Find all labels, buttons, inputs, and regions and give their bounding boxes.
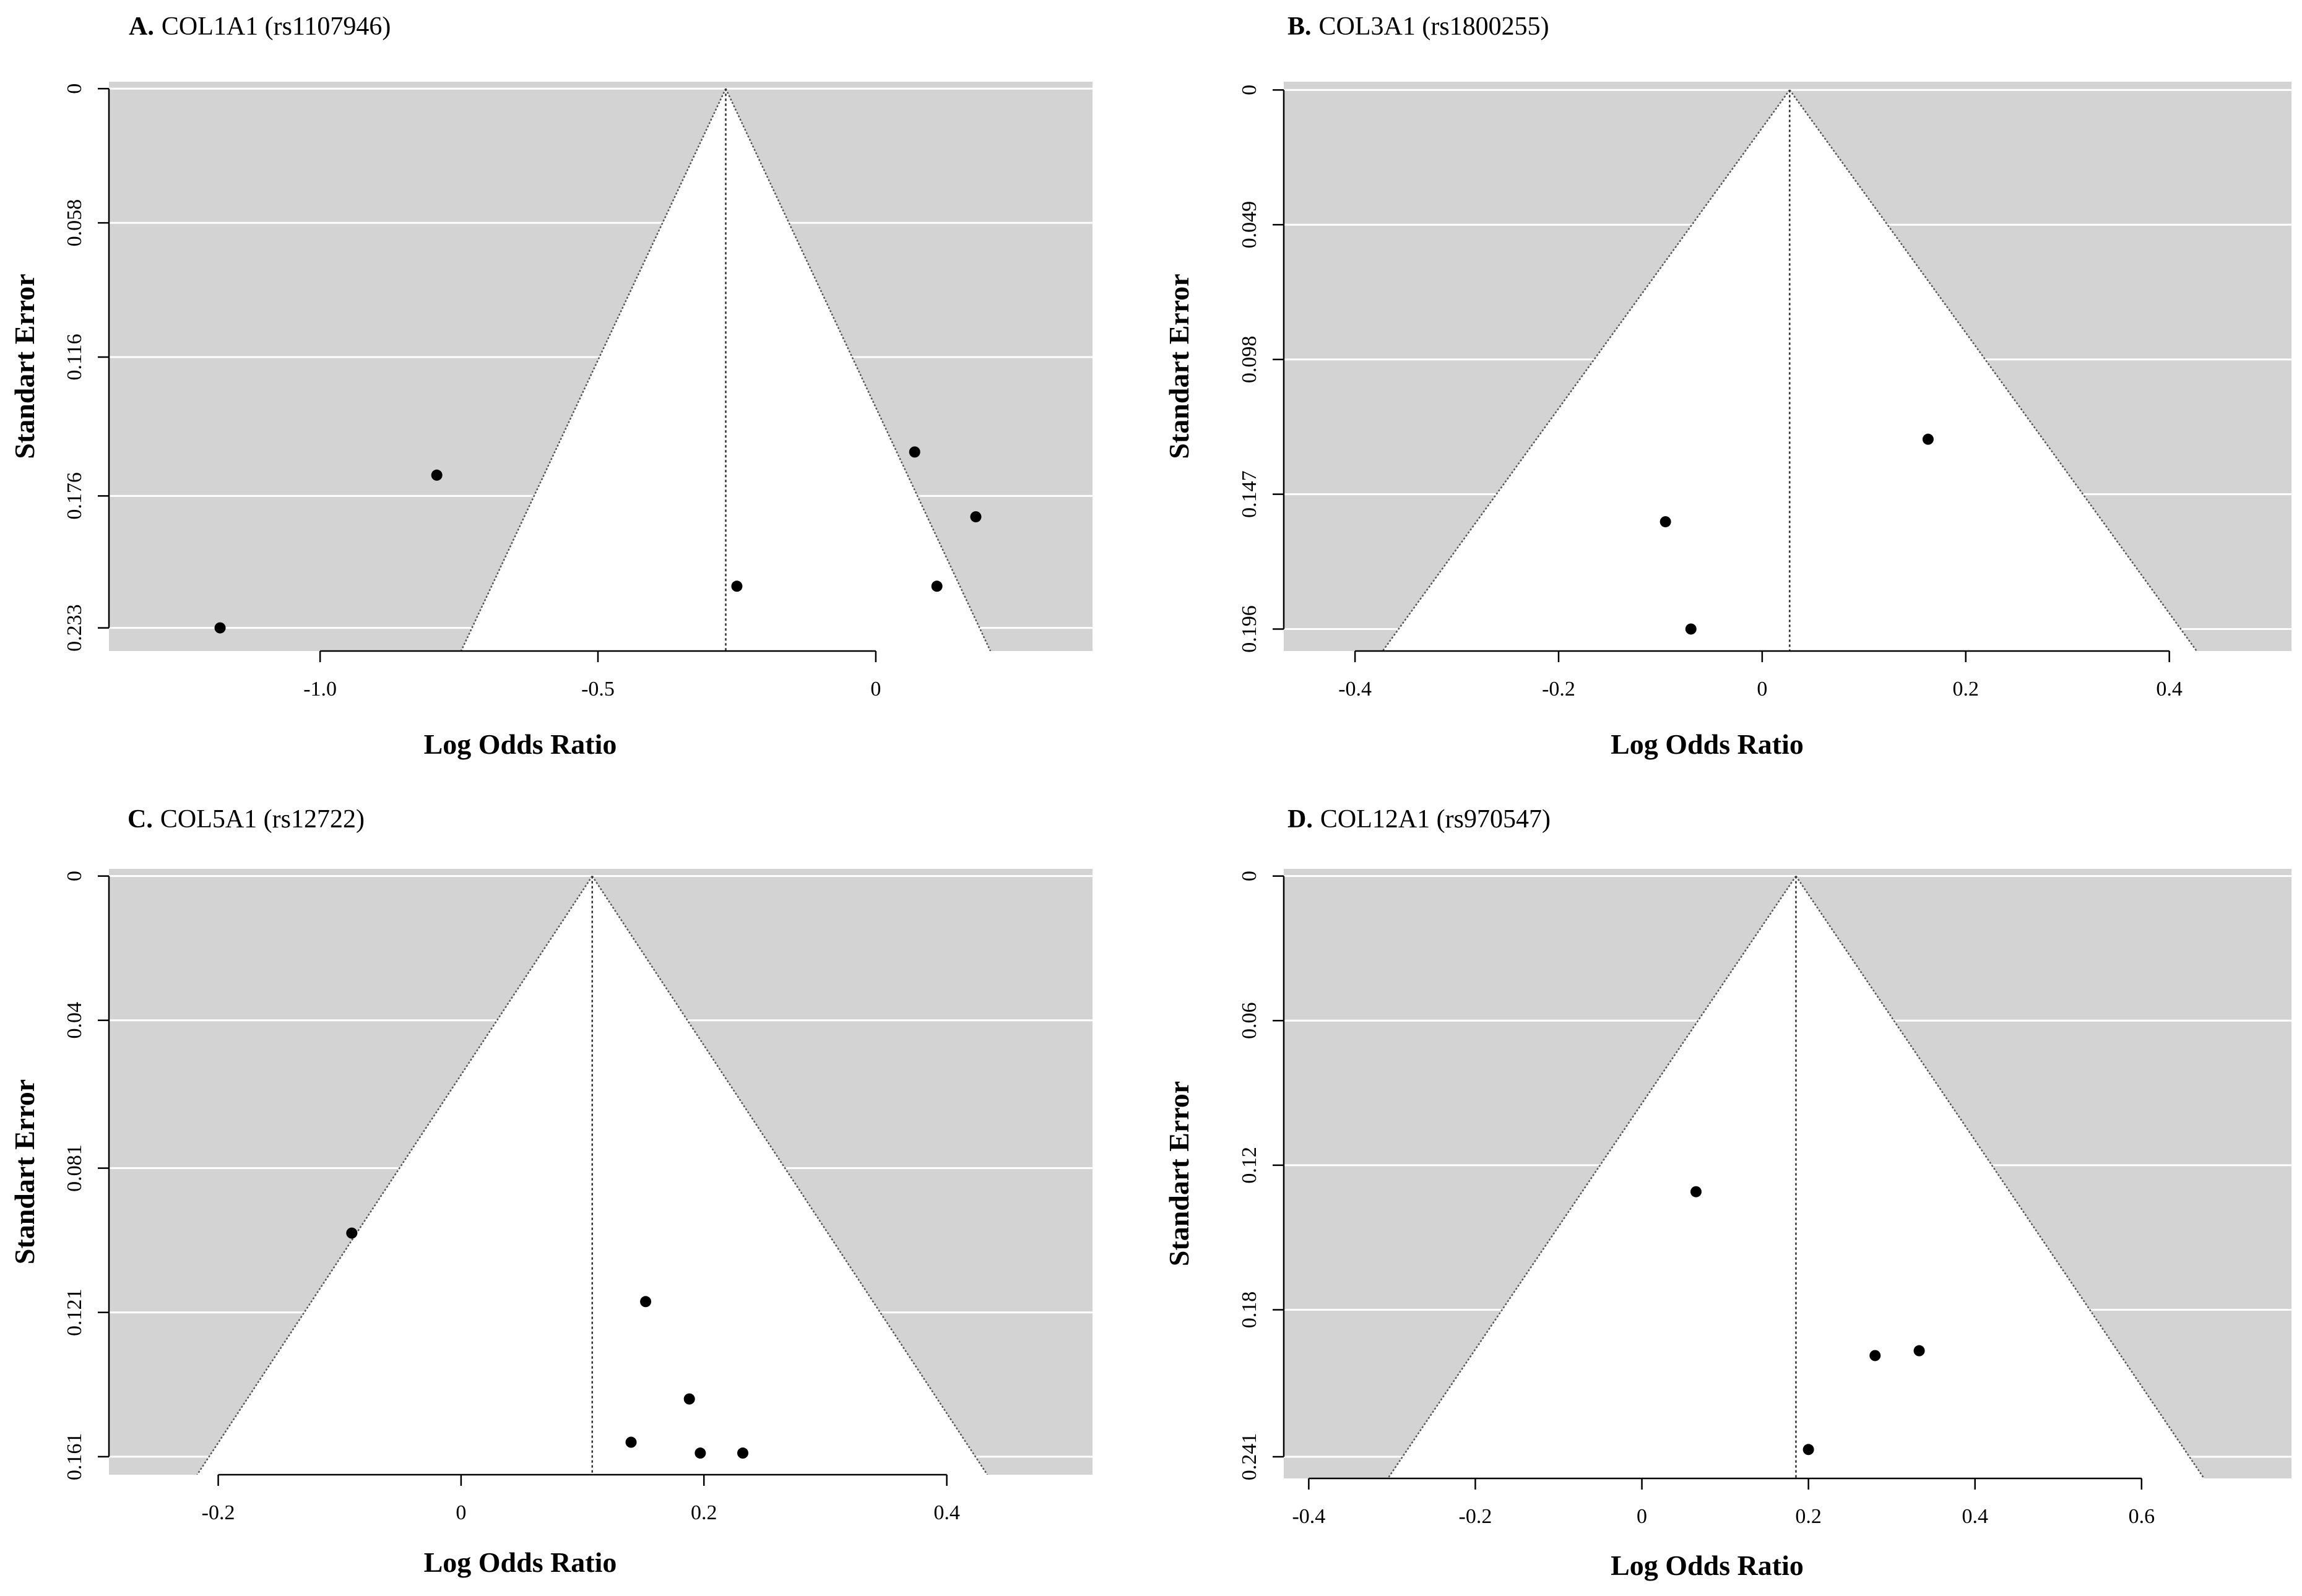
y-tick-label: 0 (1238, 85, 1261, 95)
panel-title: A. COL1A1 (rs1107946) (129, 12, 391, 41)
funnel-panel-a: 0 0.058 0.116 0.176 0.233 -1.0 -0.5 0 A. COL1A1 (… (9, 12, 1093, 760)
study-point (431, 469, 443, 481)
y-tick-label: 0.049 (1238, 201, 1261, 249)
x-tick-label: -0.4 (1338, 678, 1372, 701)
funnel-left-edge (196, 875, 593, 1475)
x-axis-title: Log Odds Ratio (424, 1546, 617, 1578)
y-tick-label: 0.121 (63, 1289, 86, 1337)
y-tick-label: 0.06 (1238, 1003, 1261, 1040)
x-tick-label: 0 (456, 1501, 466, 1524)
study-point (1685, 623, 1697, 635)
x-tick-label: 0.4 (2156, 678, 2183, 701)
y-tick-label: 0.098 (1238, 336, 1261, 384)
y-tick-label: 0.18 (1238, 1292, 1261, 1329)
y-tick-label: 0.233 (63, 604, 86, 651)
study-point (346, 1227, 358, 1239)
panel-title-text: COL12A1 (rs970547) (1320, 805, 1551, 834)
funnel-region (1388, 876, 2204, 1478)
x-tick-label: 0.2 (1795, 1505, 1822, 1528)
study-point (625, 1436, 637, 1448)
study-point (640, 1296, 652, 1308)
panel-letter: C. (128, 805, 153, 834)
x-axis-title: Log Odds Ratio (1611, 1550, 1804, 1581)
funnel-panel-b: 0 0.049 0.098 0.147 0.196 -0.4 -0.2 0 0.2 0.4 B. CO… (1163, 12, 2291, 760)
x-tick-label: -0.5 (581, 678, 615, 701)
x-axis-title: Log Odds Ratio (1611, 728, 1804, 760)
panel-title: C. COL5A1 (rs12722) (128, 805, 365, 834)
funnel-left-edge (1382, 89, 1791, 651)
y-tick-label: 0.147 (1238, 470, 1261, 518)
funnel-left-edge (1387, 875, 1797, 1478)
y-tick-label: 0.04 (63, 1002, 86, 1039)
study-point (1690, 1186, 1702, 1197)
x-tick-label: 0 (1637, 1505, 1647, 1528)
study-point (1802, 1444, 1814, 1456)
study-point (909, 446, 920, 458)
x-tick-label: -1.0 (303, 678, 337, 701)
funnel-right-edge (725, 88, 992, 651)
x-tick-label: 0 (870, 678, 881, 701)
y-axis-title: Standart Error (1163, 274, 1195, 459)
y-tick-label: 0.116 (63, 334, 86, 380)
y-tick-label: 0.161 (63, 1433, 86, 1481)
y-tick-label: 0.12 (1238, 1147, 1261, 1184)
y-axis-title: Standart Error (1163, 1081, 1195, 1266)
x-tick-label: 0.6 (2129, 1505, 2155, 1528)
y-tick-label: 0.058 (63, 199, 86, 247)
panel-title-text: COL3A1 (rs1800255) (1319, 12, 1549, 41)
y-tick-label: 0 (1238, 871, 1261, 881)
study-point (214, 622, 226, 634)
x-tick-label: -0.2 (1542, 678, 1575, 701)
y-tick-label: 0 (63, 871, 86, 881)
y-tick-label: 0.081 (63, 1144, 86, 1192)
x-tick-label: 0.4 (933, 1501, 960, 1524)
x-tick-label: -0.2 (1459, 1505, 1492, 1528)
panel-letter: B. (1287, 12, 1312, 41)
funnel-right-edge (1789, 89, 2197, 651)
study-point (1922, 433, 1934, 445)
panel-letter: A. (129, 12, 154, 41)
funnel-panel-c: 0 0.04 0.081 0.121 0.161 -0.2 0 0.2 0.4 C. COL5A1 … (9, 805, 1093, 1578)
x-tick-label: -0.2 (202, 1501, 235, 1524)
y-tick-label: 0.241 (1238, 1433, 1261, 1481)
x-axis-title: Log Odds Ratio (424, 728, 617, 760)
x-tick-label: 0 (1757, 678, 1767, 701)
study-point (731, 580, 743, 592)
funnel-region (461, 88, 991, 651)
funnel-right-edge (1795, 875, 2205, 1478)
study-point (1869, 1350, 1881, 1361)
study-point (683, 1393, 695, 1405)
panel-title-text: COL1A1 (rs1107946) (162, 12, 391, 41)
funnel-right-edge (591, 875, 989, 1475)
funnel-panel-d: 0 0.06 0.12 0.18 0.241 -0.4 -0.2 0 0.2 0.4 0.6 D. CO… (1163, 805, 2291, 1581)
study-point (694, 1447, 706, 1459)
panel-title: B. COL3A1 (rs1800255) (1287, 12, 1549, 41)
study-point (1659, 516, 1671, 528)
panel-letter: D. (1287, 805, 1313, 834)
funnel-left-edge (460, 88, 727, 651)
study-point (970, 511, 982, 523)
study-point (1913, 1345, 1925, 1357)
y-tick-label: 0 (63, 84, 86, 94)
x-tick-label: 0.4 (1962, 1505, 1988, 1528)
panel-title: D. COL12A1 (rs970547) (1287, 805, 1551, 834)
study-point (931, 580, 943, 592)
x-tick-label: 0.2 (691, 1501, 717, 1524)
y-tick-label: 0.196 (1238, 605, 1261, 653)
study-point (737, 1447, 749, 1459)
x-tick-label: -0.4 (1292, 1505, 1325, 1528)
y-axis-title: Standart Error (9, 274, 40, 459)
y-axis-title: Standart Error (9, 1079, 40, 1264)
panel-title-text: COL5A1 (rs12722) (160, 805, 365, 834)
funnel-region (1382, 90, 2197, 651)
y-tick-label: 0.176 (63, 472, 86, 520)
x-tick-label: 0.2 (1953, 678, 1980, 701)
